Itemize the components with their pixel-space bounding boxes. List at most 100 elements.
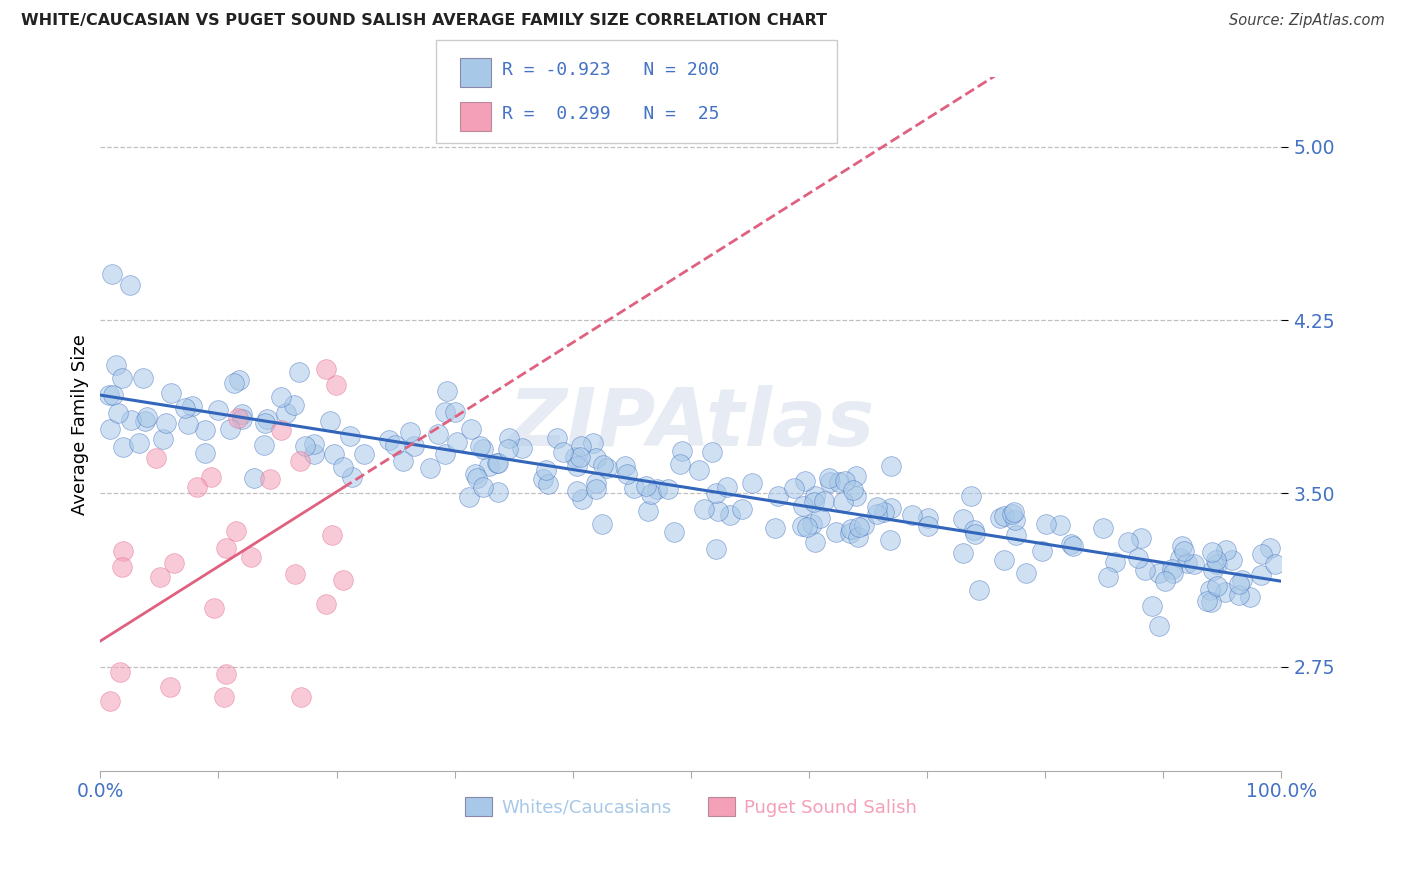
Point xyxy=(1220,553,1243,567)
Point xyxy=(419,460,441,475)
Point xyxy=(900,508,922,522)
Point xyxy=(917,519,939,533)
Point xyxy=(399,425,422,439)
Point xyxy=(253,416,276,430)
Point xyxy=(634,479,657,493)
Point xyxy=(741,475,763,490)
Point xyxy=(224,376,246,390)
Point xyxy=(707,504,730,518)
Point xyxy=(1175,556,1198,570)
Point xyxy=(993,553,1015,567)
Point xyxy=(841,522,863,536)
Point xyxy=(1147,619,1170,633)
Point xyxy=(792,499,814,513)
Point xyxy=(796,520,818,534)
Point xyxy=(1251,547,1274,561)
Point xyxy=(1264,557,1286,571)
Point xyxy=(378,433,401,447)
Point xyxy=(828,475,851,490)
Point xyxy=(446,434,468,449)
Point xyxy=(1153,574,1175,589)
Point xyxy=(671,444,693,458)
Point xyxy=(319,414,342,428)
Point xyxy=(596,460,619,475)
Point xyxy=(101,267,124,281)
Point xyxy=(813,494,835,508)
Point xyxy=(803,535,825,549)
Point xyxy=(152,432,174,446)
Point xyxy=(704,541,727,556)
Point xyxy=(460,422,482,436)
Point xyxy=(1250,568,1272,582)
Point xyxy=(1002,505,1025,519)
Point xyxy=(471,480,494,494)
Point xyxy=(1197,593,1219,607)
Point xyxy=(468,439,491,453)
Point xyxy=(1202,563,1225,577)
Point xyxy=(534,463,557,477)
Point xyxy=(1149,566,1171,580)
Point xyxy=(952,546,974,560)
Point xyxy=(145,451,167,466)
Point xyxy=(960,489,983,503)
Point xyxy=(803,495,825,509)
Point xyxy=(831,495,853,509)
Point xyxy=(1230,574,1253,588)
Point xyxy=(637,504,659,518)
Point xyxy=(718,508,741,522)
Point xyxy=(790,519,813,533)
Point xyxy=(194,446,217,460)
Point xyxy=(434,405,457,419)
Point xyxy=(845,468,868,483)
Point xyxy=(965,526,987,541)
Point xyxy=(845,489,868,503)
Point xyxy=(657,482,679,496)
Point xyxy=(478,459,501,474)
Point xyxy=(716,479,738,493)
Point xyxy=(322,446,344,460)
Point xyxy=(846,530,869,544)
Point xyxy=(283,566,305,581)
Point xyxy=(879,459,901,474)
Text: WHITE/CAUCASIAN VS PUGET SOUND SALISH AVERAGE FAMILY SIZE CORRELATION CHART: WHITE/CAUCASIAN VS PUGET SOUND SALISH AV… xyxy=(21,13,827,29)
Point xyxy=(283,398,305,412)
Point xyxy=(111,544,134,558)
Point xyxy=(1049,517,1071,532)
Point xyxy=(342,470,364,484)
Point xyxy=(782,481,804,495)
Point xyxy=(97,388,120,402)
Point xyxy=(276,406,298,420)
Point xyxy=(444,405,467,419)
Point xyxy=(1205,553,1227,567)
Point xyxy=(1206,557,1229,571)
Point xyxy=(1035,516,1057,531)
Point xyxy=(688,463,710,477)
Point xyxy=(155,416,177,430)
Point xyxy=(98,693,121,707)
Point xyxy=(623,481,645,495)
Text: R = -0.923   N = 200: R = -0.923 N = 200 xyxy=(502,61,720,78)
Point xyxy=(1215,543,1237,558)
Point xyxy=(852,518,875,533)
Point xyxy=(215,541,238,555)
Point xyxy=(1199,595,1222,609)
Point xyxy=(825,525,848,540)
Point xyxy=(565,458,588,473)
Point xyxy=(873,506,896,520)
Point xyxy=(472,442,495,457)
Point xyxy=(225,524,247,538)
Point xyxy=(1001,507,1024,521)
Point xyxy=(1170,539,1192,553)
Point xyxy=(988,511,1011,525)
Point xyxy=(1213,585,1236,599)
Point xyxy=(302,447,325,461)
Point xyxy=(765,521,787,535)
Point xyxy=(1227,588,1250,602)
Point xyxy=(1015,566,1038,580)
Point xyxy=(177,417,200,431)
Point xyxy=(700,444,723,458)
Point xyxy=(1060,537,1083,551)
Point xyxy=(1170,551,1192,566)
Point xyxy=(384,438,406,452)
Point xyxy=(1116,535,1139,549)
